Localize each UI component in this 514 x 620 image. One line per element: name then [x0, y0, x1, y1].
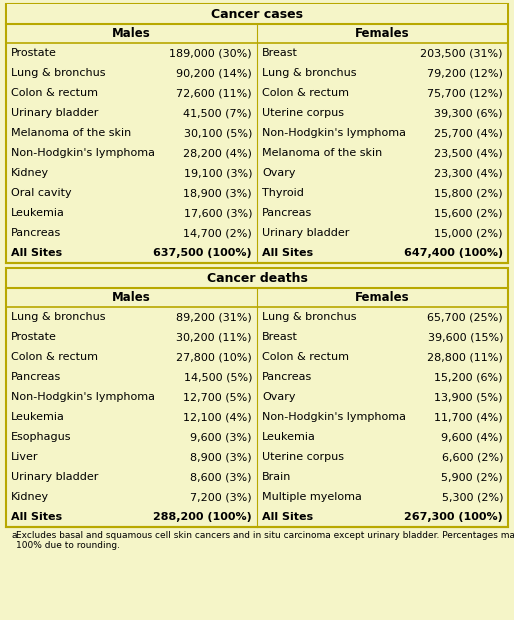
Text: 23,500 (4%): 23,500 (4%) — [434, 148, 503, 158]
Text: Leukemia: Leukemia — [11, 412, 65, 422]
Text: Lung & bronchus: Lung & bronchus — [262, 312, 357, 322]
Text: All Sites: All Sites — [262, 248, 313, 258]
Text: 189,000 (30%): 189,000 (30%) — [170, 48, 252, 58]
Text: Excludes basal and squamous cell skin cancers and in situ carcinoma except urina: Excludes basal and squamous cell skin ca… — [16, 531, 514, 551]
Text: 8,600 (3%): 8,600 (3%) — [191, 472, 252, 482]
Text: Leukemia: Leukemia — [262, 432, 316, 442]
Text: 5,300 (2%): 5,300 (2%) — [442, 492, 503, 502]
Text: 90,200 (14%): 90,200 (14%) — [176, 68, 252, 78]
Text: 30,100 (5%): 30,100 (5%) — [183, 128, 252, 138]
Text: 14,500 (5%): 14,500 (5%) — [183, 372, 252, 382]
Text: Liver: Liver — [11, 452, 39, 462]
Bar — [6, 268, 508, 527]
Text: Prostate: Prostate — [11, 48, 57, 58]
Text: 25,700 (4%): 25,700 (4%) — [434, 128, 503, 138]
Bar — [7, 4, 507, 24]
Text: Thyroid: Thyroid — [262, 188, 304, 198]
Text: Oral cavity: Oral cavity — [11, 188, 71, 198]
Text: Lung & bronchus: Lung & bronchus — [11, 312, 105, 322]
Text: 18,900 (3%): 18,900 (3%) — [183, 188, 252, 198]
Text: Uterine corpus: Uterine corpus — [262, 452, 344, 462]
Text: Pancreas: Pancreas — [11, 228, 61, 238]
Text: Multiple myeloma: Multiple myeloma — [262, 492, 362, 502]
Text: Colon & rectum: Colon & rectum — [262, 88, 349, 98]
Text: Pancreas: Pancreas — [262, 208, 312, 218]
Text: Kidney: Kidney — [11, 492, 49, 502]
Text: 288,200 (100%): 288,200 (100%) — [153, 512, 252, 522]
Text: Females: Females — [355, 27, 410, 40]
Text: Pancreas: Pancreas — [11, 372, 61, 382]
Text: Kidney: Kidney — [11, 168, 49, 178]
Text: 7,200 (3%): 7,200 (3%) — [190, 492, 252, 502]
Text: Cancer cases: Cancer cases — [211, 7, 303, 20]
Text: Non-Hodgkin's lymphoma: Non-Hodgkin's lymphoma — [262, 412, 406, 422]
Text: Males: Males — [112, 27, 151, 40]
Text: 39,600 (15%): 39,600 (15%) — [428, 332, 503, 342]
Text: Urinary bladder: Urinary bladder — [262, 228, 350, 238]
Text: Non-Hodgkin's lymphoma: Non-Hodgkin's lymphoma — [11, 392, 155, 402]
Text: Melanoma of the skin: Melanoma of the skin — [11, 128, 131, 138]
Text: 6,600 (2%): 6,600 (2%) — [442, 452, 503, 462]
Text: Lung & bronchus: Lung & bronchus — [11, 68, 105, 78]
Text: Melanoma of the skin: Melanoma of the skin — [262, 148, 382, 158]
Text: Colon & rectum: Colon & rectum — [11, 88, 98, 98]
Text: 15,800 (2%): 15,800 (2%) — [434, 188, 503, 198]
Text: 23,300 (4%): 23,300 (4%) — [434, 168, 503, 178]
Text: Non-Hodgkin's lymphoma: Non-Hodgkin's lymphoma — [262, 128, 406, 138]
Text: Lung & bronchus: Lung & bronchus — [262, 68, 357, 78]
Text: 89,200 (31%): 89,200 (31%) — [176, 312, 252, 322]
Text: Colon & rectum: Colon & rectum — [11, 352, 98, 362]
Text: Uterine corpus: Uterine corpus — [262, 108, 344, 118]
Text: Breast: Breast — [262, 48, 298, 58]
Text: 75,700 (12%): 75,700 (12%) — [427, 88, 503, 98]
Text: 39,300 (6%): 39,300 (6%) — [434, 108, 503, 118]
Text: All Sites: All Sites — [262, 512, 313, 522]
Text: 12,700 (5%): 12,700 (5%) — [183, 392, 252, 402]
Text: 11,700 (4%): 11,700 (4%) — [434, 412, 503, 422]
Text: 72,600 (11%): 72,600 (11%) — [176, 88, 252, 98]
Text: All Sites: All Sites — [11, 248, 62, 258]
Text: Ovary: Ovary — [262, 168, 296, 178]
Text: 647,400 (100%): 647,400 (100%) — [404, 248, 503, 258]
Text: Ovary: Ovary — [262, 392, 296, 402]
Text: Esophagus: Esophagus — [11, 432, 71, 442]
Text: 267,300 (100%): 267,300 (100%) — [404, 512, 503, 522]
Text: 79,200 (12%): 79,200 (12%) — [427, 68, 503, 78]
Text: Breast: Breast — [262, 332, 298, 342]
Text: Pancreas: Pancreas — [262, 372, 312, 382]
Text: Prostate: Prostate — [11, 332, 57, 342]
Bar — [6, 4, 508, 263]
Text: 15,200 (6%): 15,200 (6%) — [434, 372, 503, 382]
Text: Colon & rectum: Colon & rectum — [262, 352, 349, 362]
Text: Urinary bladder: Urinary bladder — [11, 472, 98, 482]
Text: 30,200 (11%): 30,200 (11%) — [176, 332, 252, 342]
Text: 13,900 (5%): 13,900 (5%) — [434, 392, 503, 402]
Text: 28,800 (11%): 28,800 (11%) — [427, 352, 503, 362]
Text: Leukemia: Leukemia — [11, 208, 65, 218]
Text: Urinary bladder: Urinary bladder — [11, 108, 98, 118]
Text: Brain: Brain — [262, 472, 291, 482]
Text: a: a — [11, 531, 16, 540]
Text: 12,100 (4%): 12,100 (4%) — [183, 412, 252, 422]
Text: 9,600 (3%): 9,600 (3%) — [191, 432, 252, 442]
Text: All Sites: All Sites — [11, 512, 62, 522]
Text: 65,700 (25%): 65,700 (25%) — [427, 312, 503, 322]
Text: 637,500 (100%): 637,500 (100%) — [153, 248, 252, 258]
Text: 28,200 (4%): 28,200 (4%) — [183, 148, 252, 158]
Text: Females: Females — [355, 291, 410, 304]
Text: 27,800 (10%): 27,800 (10%) — [176, 352, 252, 362]
Text: Males: Males — [112, 291, 151, 304]
Text: 5,900 (2%): 5,900 (2%) — [442, 472, 503, 482]
Text: 9,600 (4%): 9,600 (4%) — [442, 432, 503, 442]
Text: Non-Hodgkin's lymphoma: Non-Hodgkin's lymphoma — [11, 148, 155, 158]
Text: 203,500 (31%): 203,500 (31%) — [420, 48, 503, 58]
Text: 8,900 (3%): 8,900 (3%) — [190, 452, 252, 462]
Text: 19,100 (3%): 19,100 (3%) — [183, 168, 252, 178]
Text: 15,000 (2%): 15,000 (2%) — [434, 228, 503, 238]
Text: 17,600 (3%): 17,600 (3%) — [183, 208, 252, 218]
Text: 14,700 (2%): 14,700 (2%) — [183, 228, 252, 238]
Text: 41,500 (7%): 41,500 (7%) — [183, 108, 252, 118]
Text: Cancer deaths: Cancer deaths — [207, 272, 307, 285]
Text: 15,600 (2%): 15,600 (2%) — [434, 208, 503, 218]
